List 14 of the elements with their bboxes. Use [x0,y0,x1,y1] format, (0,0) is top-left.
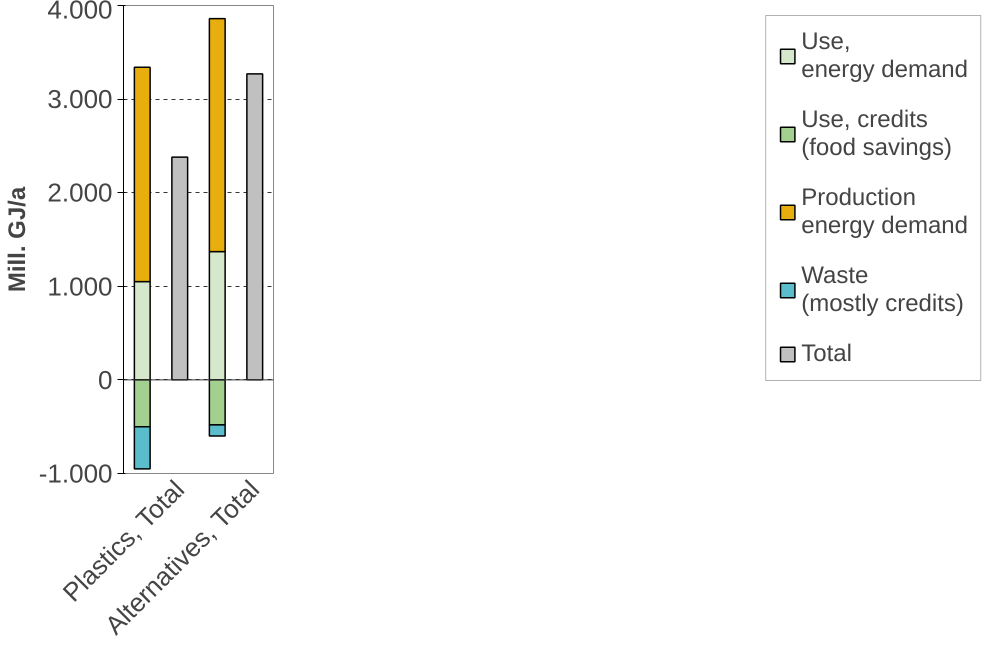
legend-label: Use, energy demand [801,28,968,84]
y-axis-title: Mill. GJ/a [4,186,31,292]
y-tick-label: -1.000 [38,458,113,488]
legend-label: Waste (mostly credits) [801,262,964,318]
y-tick-label: 0 [98,364,113,395]
bar [246,73,264,381]
y-tick-label: 2.000 [47,178,113,208]
y-tick-label: 3.000 [47,84,113,114]
y-tick-label: 1.000 [47,271,113,302]
y-tick-label: 4.000 [47,0,113,24]
bar [171,156,188,381]
legend-label: Use, credits (food savings) [801,106,952,162]
legend-label: Total [801,340,852,368]
legend-label: Production energy demand [801,184,968,240]
